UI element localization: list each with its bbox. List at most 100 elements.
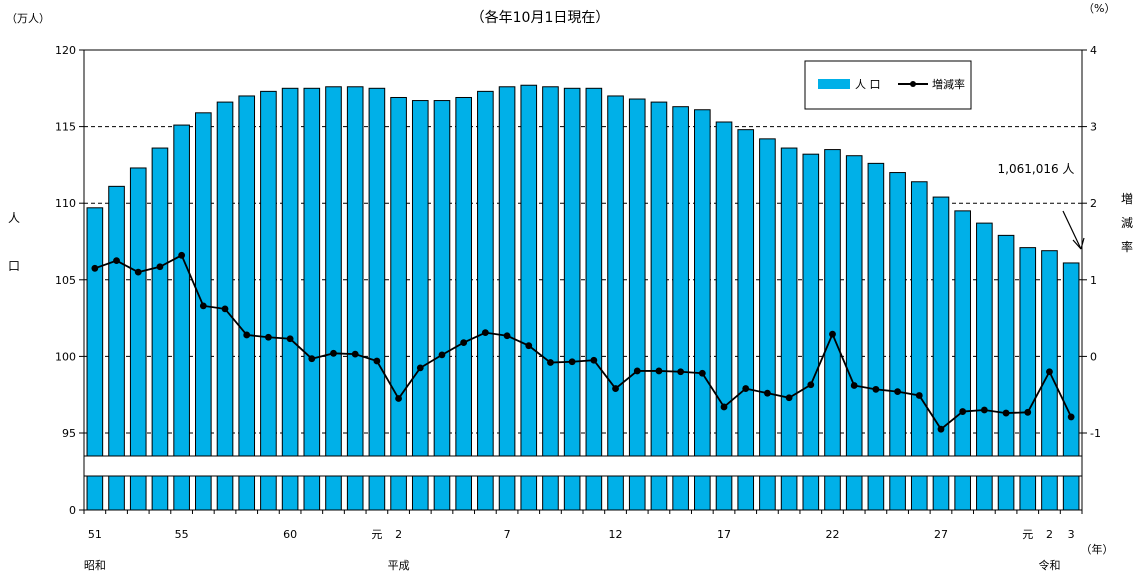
bar-7 xyxy=(238,95,256,511)
bar-13 xyxy=(368,87,386,511)
growth-rate-point-44 xyxy=(1046,368,1053,376)
bar-9 xyxy=(281,87,299,511)
right-axis-label-char-2: 減 xyxy=(1121,215,1133,230)
growth-rate-point-1 xyxy=(113,257,120,265)
bar-17 xyxy=(455,96,472,511)
growth-rate-point-25 xyxy=(633,367,641,375)
era-label-44: 令和 xyxy=(1038,558,1060,572)
x-tick-label-44: 2 xyxy=(1046,528,1053,541)
growth-rate-point-8 xyxy=(265,333,272,341)
growth-rate-point-33 xyxy=(807,381,815,389)
growth-rate-point-15 xyxy=(416,364,424,372)
left-tick-label-105: 105 xyxy=(55,274,76,287)
x-tick-label-14: 2 xyxy=(395,528,402,541)
growth-rate-point-0 xyxy=(91,264,99,272)
right-axis-label-char-3: 率 xyxy=(1121,239,1133,254)
x-tick-label-19: 7 xyxy=(504,528,511,541)
growth-rate-point-35 xyxy=(850,382,858,389)
legend-line-label: 増減率 xyxy=(932,77,965,91)
bar-15 xyxy=(411,100,429,511)
bar-21 xyxy=(542,86,559,511)
annotation-label: 1,061,016 人 xyxy=(998,162,1075,176)
right-axis-label-char-1: 増 xyxy=(1121,192,1133,206)
x-tick-label-9: 60 xyxy=(283,528,297,541)
growth-rate-point-11 xyxy=(330,349,337,357)
growth-rate-point-7 xyxy=(243,331,251,339)
x-tick-label-43: 元 xyxy=(1022,528,1033,541)
x-tick-label-4: 55 xyxy=(175,528,189,541)
growth-rate-point-24 xyxy=(612,385,619,392)
growth-rate-point-17 xyxy=(460,339,468,347)
growth-rate-point-12 xyxy=(351,350,359,358)
right-tick-label-3: 3 xyxy=(1090,121,1097,134)
growth-rate-point-43 xyxy=(1024,408,1032,416)
growth-rate-point-39 xyxy=(937,425,945,433)
growth-rate-point-40 xyxy=(959,408,967,415)
left-tick-label-115: 115 xyxy=(55,121,76,134)
growth-rate-point-16 xyxy=(438,351,446,359)
growth-rate-point-23 xyxy=(590,356,598,364)
bar-14 xyxy=(390,96,407,511)
growth-rate-point-45 xyxy=(1067,413,1075,421)
annotation: 1,061,016 人 xyxy=(998,162,1085,250)
growth-rate-point-37 xyxy=(894,388,901,396)
growth-rate-point-41 xyxy=(980,406,988,414)
chart-title: （各年10月1日現在） xyxy=(471,10,610,26)
bar-23 xyxy=(585,87,603,511)
left-tick-label-100: 100 xyxy=(55,350,76,363)
growth-rate-line xyxy=(94,254,1072,431)
growth-rate-point-19 xyxy=(503,332,511,340)
right-tick-label-4: 4 xyxy=(1090,44,1097,57)
x-tick-label-39: 27 xyxy=(934,528,948,541)
era-label-14: 平成 xyxy=(388,559,410,572)
growth-rate-point-29 xyxy=(720,403,728,411)
growth-rate-point-30 xyxy=(742,385,750,392)
growth-rate-point-34 xyxy=(829,330,836,338)
bar-5 xyxy=(195,112,212,511)
bar-24 xyxy=(607,95,624,511)
bar-18 xyxy=(477,90,494,511)
growth-rate-point-22 xyxy=(568,358,576,366)
legend: 人 口 増減率 xyxy=(804,60,972,110)
growth-rate-point-28 xyxy=(698,369,706,377)
growth-rate-point-5 xyxy=(199,302,207,310)
axis-break-band xyxy=(83,455,1083,477)
growth-rate-point-18 xyxy=(481,329,489,337)
growth-rate-point-10 xyxy=(308,355,316,363)
growth-rate-point-32 xyxy=(785,394,793,402)
bar-28 xyxy=(694,109,711,511)
bar-11 xyxy=(325,86,342,511)
growth-rate-point-14 xyxy=(395,395,402,402)
x-tick-label-29: 17 xyxy=(717,528,731,541)
era-label-0: 昭和 xyxy=(84,559,106,572)
growth-rate-point-42 xyxy=(1002,409,1010,417)
growth-rate-point-9 xyxy=(286,335,294,343)
bar-22 xyxy=(563,87,581,511)
bar-25 xyxy=(628,98,646,511)
bar-10 xyxy=(303,87,321,511)
growth-rate-point-21 xyxy=(547,359,554,366)
growth-rate-point-31 xyxy=(764,389,771,397)
bar-30 xyxy=(737,129,755,511)
bar-19 xyxy=(498,86,516,511)
bar-4 xyxy=(173,124,190,511)
growth-rate-point-13 xyxy=(373,357,381,365)
bar-26 xyxy=(650,101,668,511)
bar-29 xyxy=(715,121,733,511)
bar-16 xyxy=(433,100,451,511)
x-tick-label-24: 12 xyxy=(609,528,623,541)
growth-rate-point-2 xyxy=(134,268,142,276)
growth-rate-point-36 xyxy=(872,385,880,393)
x-tick-label-13: 元 xyxy=(371,528,382,541)
bar-8 xyxy=(260,90,277,511)
right-tick-label-0: 0 xyxy=(1090,350,1097,363)
left-tick-label-95: 95 xyxy=(62,427,76,440)
left-axis-label-char-2: 口 xyxy=(8,259,20,273)
growth-rate-point-27 xyxy=(677,368,685,376)
left-tick-label-110: 110 xyxy=(55,197,76,210)
annotation-arrow-line xyxy=(1062,210,1082,250)
left-axis-unit: （万人） xyxy=(6,12,50,25)
growth-rate-point-3 xyxy=(156,263,164,271)
right-tick-label-2: 2 xyxy=(1090,197,1097,210)
